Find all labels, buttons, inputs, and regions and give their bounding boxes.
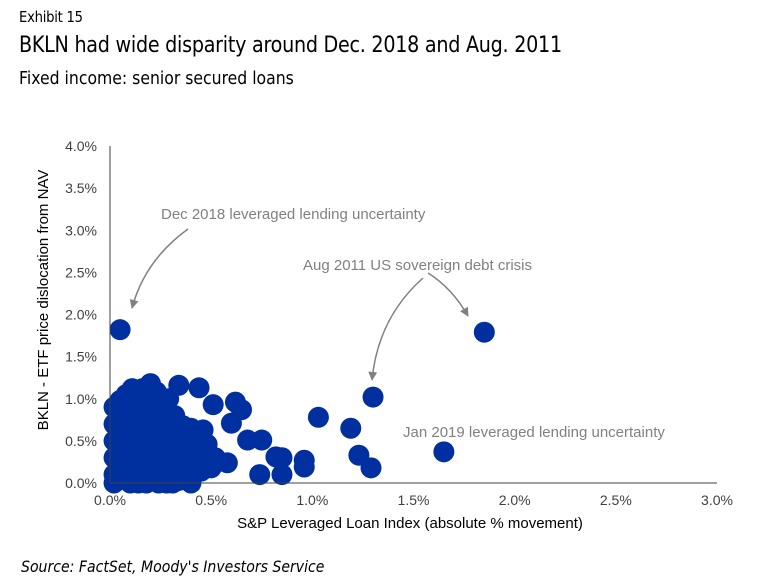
source-note: Source: FactSet, Moody's Investors Servi… <box>21 557 325 576</box>
data-point <box>164 405 186 427</box>
x-tick-label: 1.5% <box>398 492 430 508</box>
y-tick-label: 0.0% <box>65 475 97 491</box>
y-tick-label: 1.0% <box>65 391 97 407</box>
chart-subtitle: Fixed income: senior secured loans <box>19 68 294 89</box>
data-point <box>265 446 287 468</box>
data-point <box>362 386 384 408</box>
data-point <box>360 457 382 479</box>
annotation-dec-2018: Dec 2018 leveraged lending uncertainty <box>161 206 426 223</box>
data-point <box>206 451 228 473</box>
y-tick-labels: 0.0% 0.5% 1.0% 1.5% 2.0% 2.5% 3.0% 3.5% 4.0% <box>65 138 97 491</box>
exhibit-number: Exhibit 15 <box>19 8 83 26</box>
y-axis-title: BKLN - ETF price dislocation from NAV <box>35 170 52 431</box>
data-point <box>271 464 293 486</box>
data-point <box>224 391 246 413</box>
annotation-aug-2011: Aug 2011 US sovereign debt crisis <box>303 257 532 274</box>
annotation-jan-2019: Jan 2019 leveraged lending uncertainty <box>403 424 665 441</box>
data-point <box>109 319 131 341</box>
y-tick-label: 3.0% <box>65 222 97 238</box>
data-point <box>237 429 259 451</box>
y-tick-label: 2.5% <box>65 264 97 280</box>
y-tick-label: 2.0% <box>65 307 97 323</box>
chart-title: BKLN had wide disparity around Dec. 2018… <box>19 33 562 58</box>
data-point <box>146 413 168 435</box>
data-point <box>202 394 224 416</box>
arrow-aug-2011-right <box>427 272 469 317</box>
data-point <box>293 456 315 478</box>
data-point <box>473 321 495 343</box>
arrow-aug-2011-left <box>368 277 424 381</box>
data-point <box>146 381 168 403</box>
x-tick-label: 3.0% <box>701 492 733 508</box>
data-point <box>220 412 242 434</box>
data-point <box>188 377 210 399</box>
data-point <box>249 464 271 486</box>
x-tick-label: 2.0% <box>499 492 531 508</box>
y-tick-label: 1.5% <box>65 349 97 365</box>
x-tick-label: 2.5% <box>600 492 632 508</box>
x-tick-label: 0.5% <box>195 492 227 508</box>
x-tick-label: 1.0% <box>296 492 328 508</box>
x-tick-labels: 0.0% 0.5% 1.0% 1.5% 2.0% 2.5% 3.0% <box>94 492 733 508</box>
arrow-dec-2018 <box>129 228 189 309</box>
data-point <box>340 417 362 439</box>
data-points <box>103 319 495 494</box>
x-axis-title: S&P Leveraged Loan Index (absolute % mov… <box>237 515 583 532</box>
x-tick-label: 0.0% <box>94 492 126 508</box>
y-tick-label: 0.5% <box>65 433 97 449</box>
data-point <box>307 406 329 428</box>
data-point <box>180 417 202 439</box>
y-tick-label: 3.5% <box>65 180 97 196</box>
data-point <box>433 441 455 463</box>
y-tick-label: 4.0% <box>65 138 97 154</box>
